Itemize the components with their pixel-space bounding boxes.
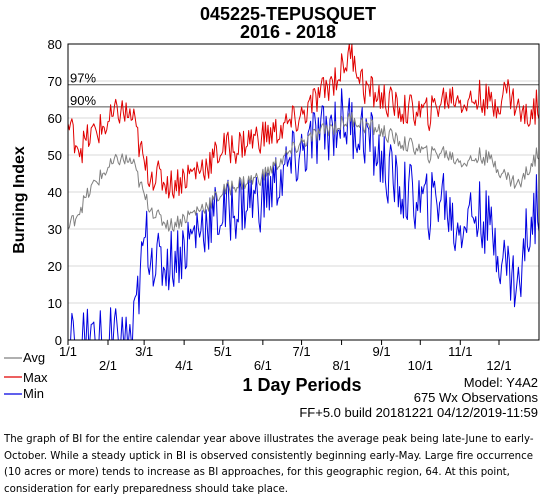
legend-label-max: Max (23, 370, 48, 385)
y-tick-label: 70 (48, 74, 62, 89)
series-line-min (68, 88, 540, 341)
x-axis-label: 1 Day Periods (242, 375, 361, 395)
y-tick-label: 60 (48, 111, 62, 126)
y-tick-label: 40 (48, 185, 62, 200)
x-tick-label: 4/1 (175, 358, 193, 373)
chart-title: 045225-TEPUSQUET (200, 4, 376, 24)
legend: Avg Max Min (4, 350, 48, 401)
model-text: Model: Y4A2 (464, 375, 538, 390)
x-tick-label: 6/1 (254, 358, 272, 373)
legend-label-avg: Avg (23, 350, 45, 365)
plot-frame (67, 43, 540, 341)
observations-text: 675 Wx Observations (414, 390, 539, 405)
caption-text: The graph of BI for the entire calendar … (4, 434, 534, 495)
grid-lines (68, 43, 539, 304)
y-tick-label: 20 (48, 259, 62, 274)
reference-line-label: 90% (70, 93, 96, 108)
legend-label-min: Min (23, 386, 44, 401)
y-tick-label: 30 (48, 222, 62, 237)
x-tick-label: 1/1 (59, 344, 77, 359)
build-text: FF+5.0 build 20181221 04/12/2019-11:59 (299, 405, 538, 420)
y-axis-label: Burning Index (11, 146, 28, 254)
x-tick-label: 2/1 (99, 358, 117, 373)
series-line-avg (67, 111, 540, 232)
reference-lines: 97%90% (68, 71, 539, 108)
y-tick-label: 80 (48, 37, 62, 52)
x-tick-label: 3/1 (135, 344, 153, 359)
x-tick-label: 9/1 (373, 344, 391, 359)
x-tick-label: 10/1 (408, 358, 433, 373)
y-tick-labels: 0 10 20 30 40 50 60 70 80 (48, 37, 62, 348)
chart-subtitle: 2016 - 2018 (240, 22, 336, 42)
reference-line-label: 97% (70, 71, 96, 86)
y-tick-label: 0 (55, 333, 62, 348)
series-layer (67, 43, 540, 341)
x-tick-label: 7/1 (293, 344, 311, 359)
x-tick-label: 5/1 (214, 344, 232, 359)
x-tick-labels: 1/1 2/1 3/1 4/1 5/1 6/1 7/1 8/1 9/1 10/1 11/1 12/1 (59, 340, 512, 373)
y-tick-label: 10 (48, 296, 62, 311)
y-tick-label: 50 (48, 148, 62, 163)
x-tick-label: 12/1 (486, 358, 511, 373)
series-line-max (67, 43, 540, 199)
x-tick-label: 8/1 (333, 358, 351, 373)
x-tick-label: 11/1 (448, 344, 472, 359)
burning-index-chart: 045225-TEPUSQUET 2016 - 2018 Burning Ind… (4, 4, 540, 420)
